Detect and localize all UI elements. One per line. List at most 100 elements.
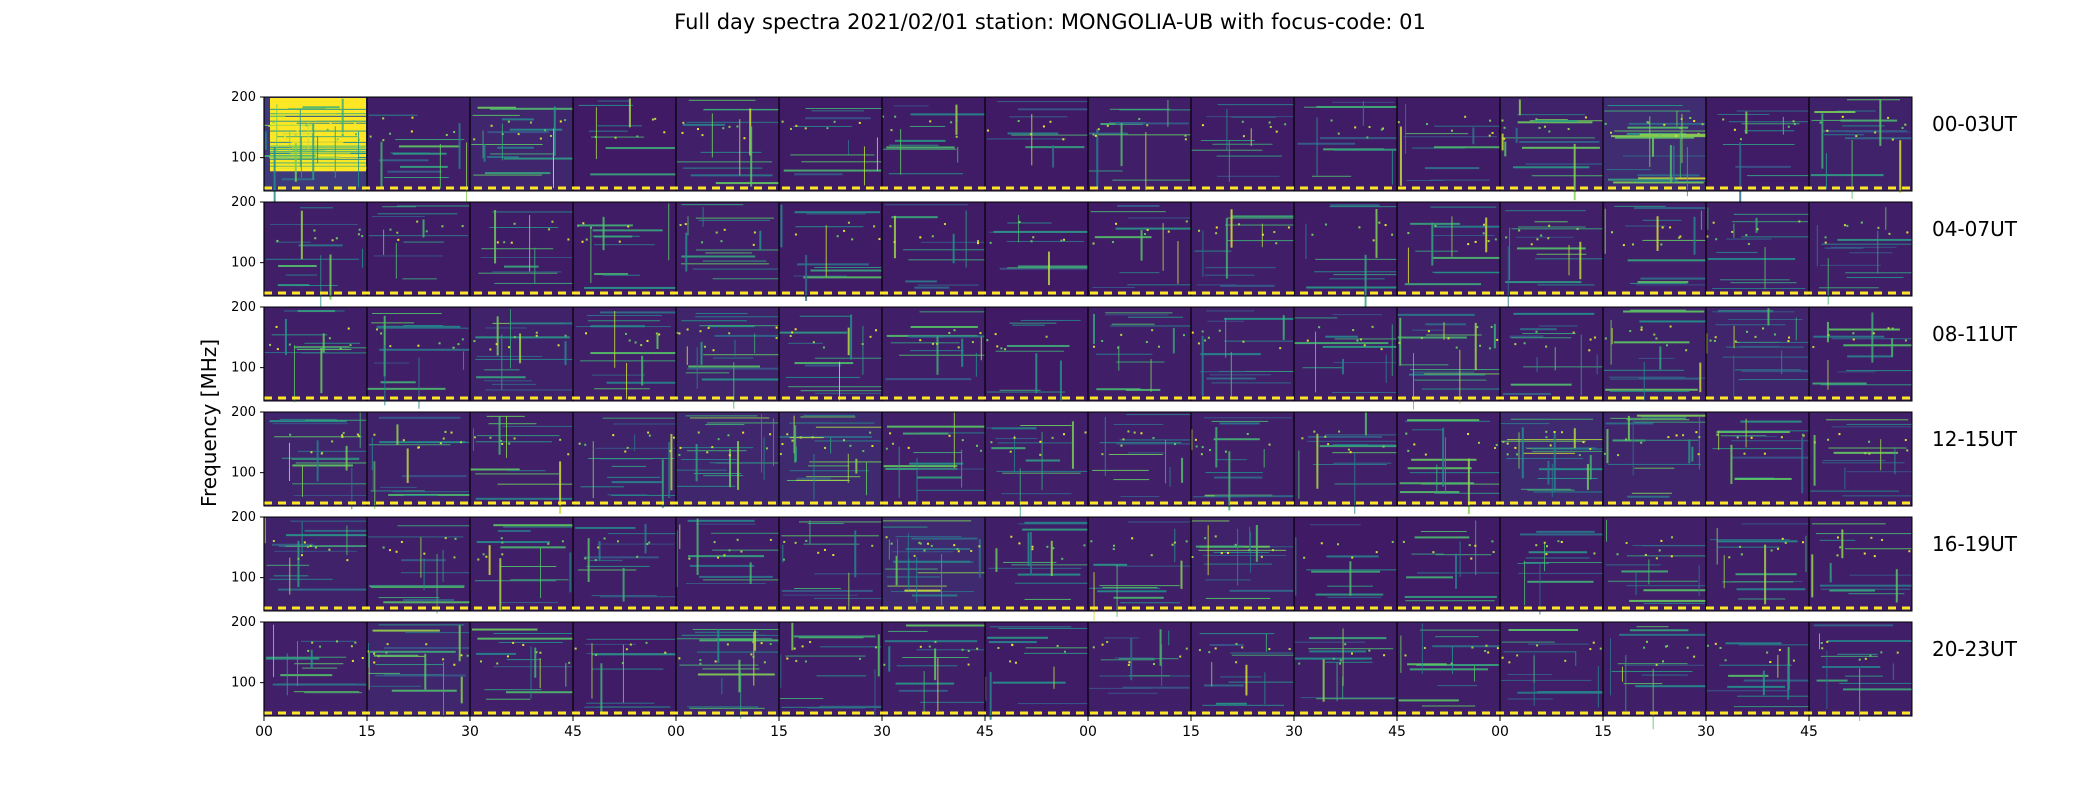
spectrum-panel xyxy=(1705,97,1809,203)
spectrum-panel xyxy=(984,517,1088,611)
spectrum-panel xyxy=(1808,622,1912,721)
row-time-label: 20-23UT xyxy=(1932,637,2018,661)
x-tick-label: 30 xyxy=(461,724,479,740)
y-tick-label: 200 xyxy=(231,195,256,210)
spectrum-panel xyxy=(675,412,779,506)
spectrum-panel xyxy=(1705,517,1809,611)
spectrum-panel xyxy=(1499,307,1603,401)
spectrum-panel xyxy=(1396,412,1500,515)
spectrum-panel xyxy=(1602,412,1706,506)
spectrum-panel xyxy=(675,517,779,611)
x-tick-label: 15 xyxy=(358,724,376,740)
spectrum-panel xyxy=(1808,412,1912,506)
chart-title: Full day spectra 2021/02/01 station: MON… xyxy=(674,10,1426,34)
x-tick-label: 15 xyxy=(1182,724,1200,740)
spectrum-panel xyxy=(1602,622,1706,730)
spectrum-panel xyxy=(366,622,470,717)
spectrum-panel xyxy=(881,622,985,716)
spectrum-panel xyxy=(778,622,882,717)
spectrum-panel xyxy=(881,412,985,506)
x-tick-label: 30 xyxy=(1697,724,1715,740)
spectrum-panel xyxy=(1293,412,1397,514)
row-time-label: 04-07UT xyxy=(1932,217,2018,241)
spectrum-panel xyxy=(1087,412,1191,506)
y-tick-label: 200 xyxy=(231,300,256,315)
spectrum-panel xyxy=(1190,412,1294,511)
spectrum-panel xyxy=(366,412,470,510)
spectrum-panel xyxy=(263,517,367,611)
y-tick-label: 200 xyxy=(231,615,256,630)
row-time-label: 08-11UT xyxy=(1932,322,2018,346)
spectrum-panel xyxy=(263,307,367,403)
spectrum-panel xyxy=(263,622,367,716)
spectrum-panel xyxy=(572,202,676,296)
spectrum-panel xyxy=(366,97,470,203)
spectrum-panel xyxy=(1293,307,1397,401)
spectrum-panel xyxy=(1499,517,1603,615)
spectrum-panel xyxy=(469,412,573,514)
spectrum-panel xyxy=(469,622,573,716)
x-tick-label: 15 xyxy=(770,724,788,740)
spectrum-panel xyxy=(1396,202,1500,296)
spectrum-panel xyxy=(675,202,779,296)
spectrum-panel xyxy=(1190,97,1294,191)
spectrum-panel xyxy=(1705,622,1809,716)
spectrum-panel xyxy=(881,97,985,191)
spectrum-panel xyxy=(1293,97,1397,191)
spectrum-panel xyxy=(1087,307,1191,401)
x-tick-label: 30 xyxy=(1285,724,1303,740)
spectrum-panel xyxy=(469,202,573,296)
row-frame xyxy=(263,516,1913,612)
spectrum-panel xyxy=(469,97,573,191)
y-tick-label: 200 xyxy=(231,405,256,420)
spectrum-panel xyxy=(881,517,985,611)
spectrum-panel xyxy=(572,412,676,508)
spectrum-panel xyxy=(1190,517,1294,611)
spectrum-panel xyxy=(1808,97,1912,199)
spectrum-panel xyxy=(675,307,779,409)
spectrum-panel xyxy=(778,307,882,401)
spectrum-panel xyxy=(1602,517,1706,611)
spectrum-panel xyxy=(366,517,470,614)
spectrum-panel xyxy=(1087,202,1191,296)
spectrum-panel xyxy=(1499,412,1603,506)
spectrum-panel xyxy=(881,202,985,296)
spectrum-panel xyxy=(1808,307,1912,401)
spectrum-panel xyxy=(1190,307,1294,401)
spectrum-panel xyxy=(1396,517,1500,611)
spectrum-panel xyxy=(572,517,676,611)
spectrum-panel xyxy=(572,97,676,191)
spectrum-panel xyxy=(881,307,985,401)
spectrum-panel xyxy=(469,307,573,401)
spectrum-panel xyxy=(984,412,1088,524)
spectrum-panel xyxy=(984,622,1088,720)
spectrum-panel xyxy=(1499,622,1603,716)
row-time-label: 12-15UT xyxy=(1932,427,2018,451)
spectrum-panel xyxy=(1808,517,1912,611)
spectrum-panel xyxy=(366,202,470,296)
spectrum-panel xyxy=(1396,622,1500,716)
spectrum-panel xyxy=(1705,307,1809,401)
spectrum-panel xyxy=(1705,202,1809,296)
spectrum-panel xyxy=(1190,622,1294,716)
spectrum-panel xyxy=(1602,307,1706,402)
row-time-label: 16-19UT xyxy=(1932,532,2018,556)
spectrum-panel xyxy=(984,97,1088,191)
x-tick-label: 45 xyxy=(1388,724,1406,740)
spectrum-panel xyxy=(572,622,676,716)
spectrum-panel xyxy=(1396,97,1500,191)
spectrum-panel xyxy=(1602,97,1706,197)
spectrum-panel xyxy=(1499,97,1603,201)
spectrum-panel xyxy=(778,202,882,301)
spectrum-panel xyxy=(366,307,470,409)
x-tick-label: 30 xyxy=(873,724,891,740)
spectrum-panel xyxy=(1087,97,1191,191)
x-tick-label: 00 xyxy=(667,724,685,740)
spectrum-panel xyxy=(1499,202,1603,307)
spectrum-panel xyxy=(572,307,676,401)
spectrum-panel xyxy=(1705,412,1809,506)
y-tick-label: 100 xyxy=(231,256,256,271)
x-tick-label: 00 xyxy=(1079,724,1097,740)
y-tick-label: 100 xyxy=(231,466,256,481)
y-tick-label: 200 xyxy=(231,90,256,105)
